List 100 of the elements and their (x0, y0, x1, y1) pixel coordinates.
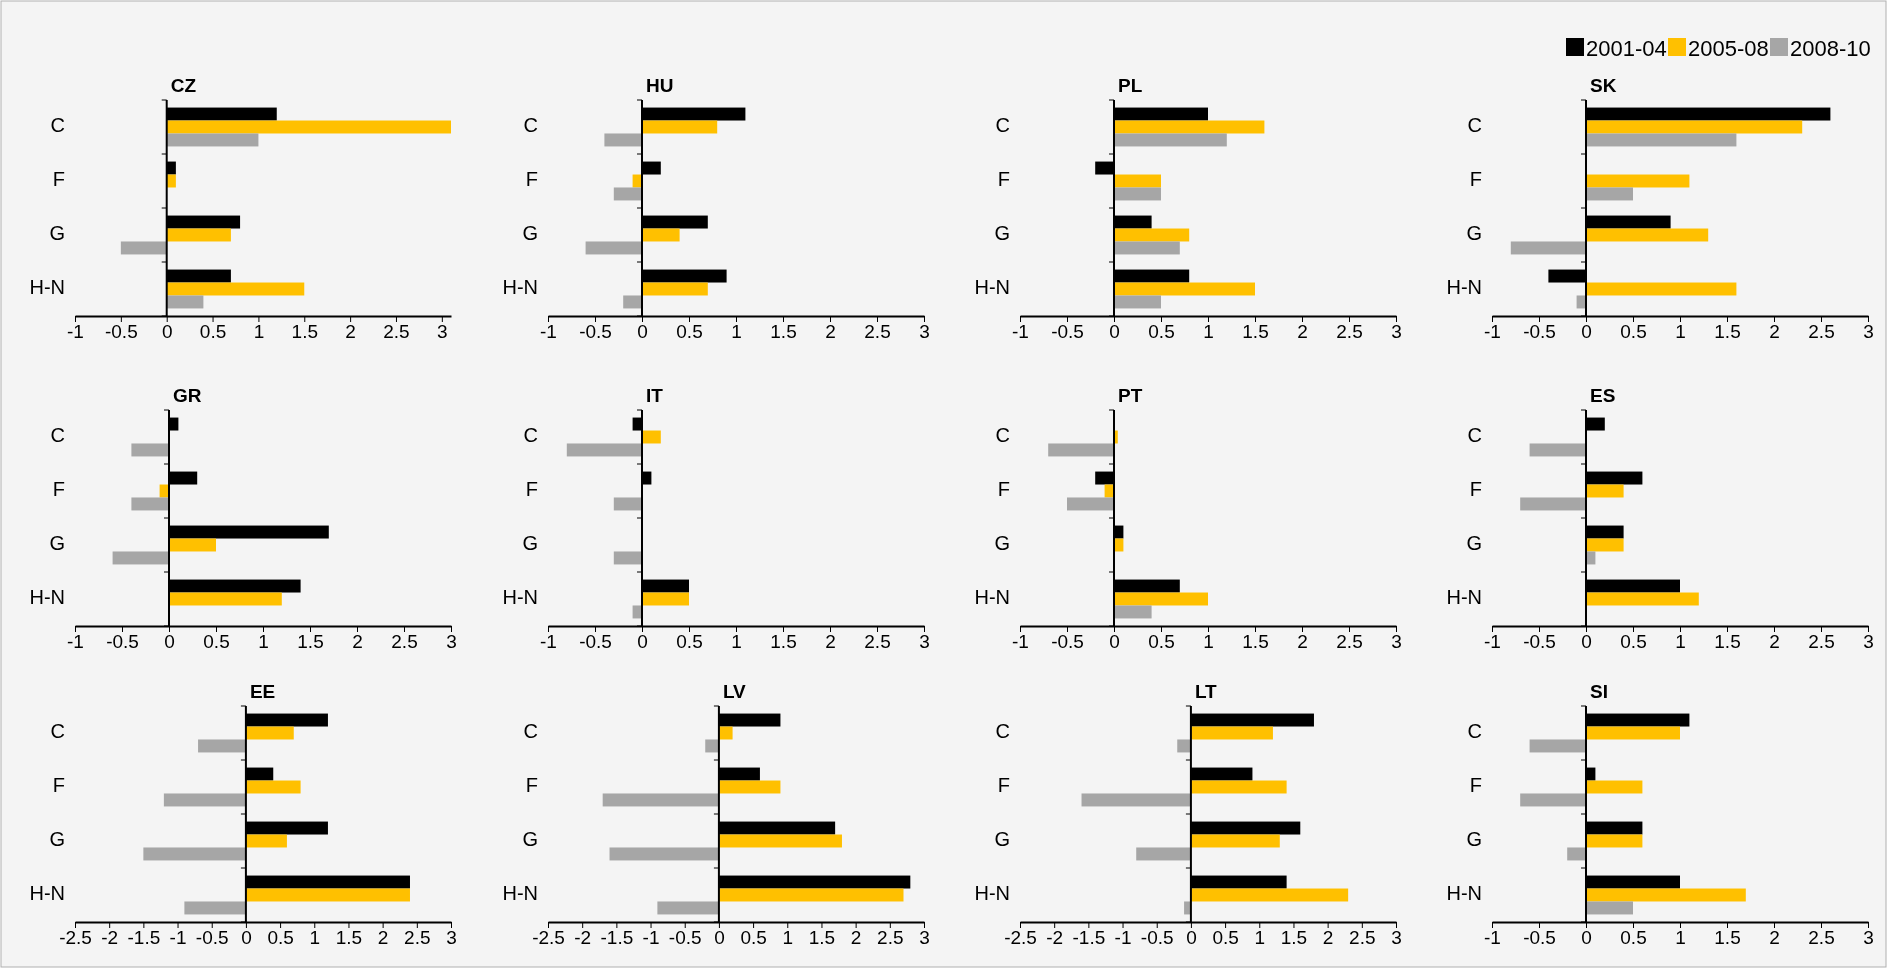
bar (609, 847, 719, 861)
x-tick-label: 2.5 (1349, 927, 1376, 949)
y-tick-label: G (1466, 532, 1482, 555)
y-tick-label: C (50, 720, 65, 743)
chart-title: SK (1590, 75, 1617, 96)
x-tick-label: 2.5 (864, 321, 891, 343)
bar (166, 228, 231, 242)
chart-title: GR (173, 385, 202, 406)
bar (1586, 538, 1624, 552)
x-tick-label: 1 (1203, 321, 1214, 343)
y-tick-label: H-N (1446, 276, 1482, 299)
x-tick-label: -1 (1114, 927, 1132, 949)
x-tick-label: -1 (67, 631, 84, 653)
y-tick-label: H-N (1446, 586, 1482, 609)
chart-title: PL (1118, 75, 1143, 96)
x-tick-label: 0 (1109, 321, 1120, 343)
bar (1190, 834, 1280, 848)
y-tick-label: G (522, 532, 538, 555)
x-tick-label: 0 (637, 321, 648, 343)
x-tick-label: -0.5 (1051, 321, 1084, 343)
y-tick-label: C (995, 114, 1010, 137)
x-tick-label: 0.5 (267, 927, 294, 949)
x-tick-label: 3 (1391, 631, 1402, 653)
x-tick-label: 2.5 (404, 927, 431, 949)
y-tick-label: F (1469, 774, 1482, 797)
x-tick-label: 0.5 (203, 631, 230, 653)
x-tick-label: 1 (731, 321, 742, 343)
x-tick-label: 3 (437, 321, 448, 343)
x-tick-label: 2.5 (877, 927, 904, 949)
bar (1067, 497, 1114, 511)
x-tick-label: 1.5 (291, 321, 318, 343)
bar (718, 834, 842, 848)
x-tick-label: 2.5 (1336, 321, 1363, 343)
x-tick-label: -2.5 (59, 927, 92, 949)
x-tick-label: 0 (1581, 321, 1592, 343)
x-tick-label: -2 (574, 927, 592, 949)
bar (1586, 780, 1643, 794)
x-tick-label: 0.5 (1620, 927, 1647, 949)
y-tick-label: F (525, 774, 538, 797)
x-tick-label: 2.5 (1808, 927, 1835, 949)
x-tick-label: 0.5 (1148, 631, 1175, 653)
bar (166, 133, 259, 147)
x-tick-label: -1.5 (127, 927, 161, 949)
x-tick-label: 3 (1863, 631, 1874, 653)
x-tick-label: 2 (1322, 927, 1334, 949)
y-tick-label: H-N (502, 882, 538, 905)
chart-title: EE (249, 681, 276, 702)
x-tick-label: 2 (1297, 321, 1308, 343)
x-tick-label: -0.5 (1523, 927, 1556, 949)
bar (1114, 282, 1255, 296)
bar (1136, 847, 1191, 861)
chart-title: SI (1590, 681, 1608, 702)
y-tick-label: H-N (29, 276, 65, 299)
x-tick-label: 0 (1581, 631, 1592, 653)
x-tick-label: 2.5 (864, 631, 891, 653)
x-tick-label: 0.5 (1620, 631, 1647, 653)
x-tick-label: 2 (825, 321, 836, 343)
bar (166, 295, 204, 309)
x-tick-label: 1.5 (1714, 631, 1741, 653)
y-tick-label: G (994, 222, 1010, 245)
x-tick-label: 0 (1109, 631, 1120, 653)
y-tick-label: C (1467, 424, 1482, 447)
x-tick-label: 1.5 (808, 927, 836, 949)
legend-label: 2001-04 (1586, 36, 1667, 61)
y-tick-label: F (525, 168, 538, 191)
x-tick-label: 0 (637, 631, 648, 653)
bar (705, 739, 719, 753)
y-tick-label: C (50, 114, 65, 137)
y-tick-label: H-N (974, 586, 1010, 609)
x-tick-label: 2 (850, 927, 862, 949)
y-tick-label: C (523, 114, 538, 137)
y-tick-label: C (1467, 720, 1482, 743)
x-tick-label: -1 (1012, 321, 1029, 343)
bar (1114, 605, 1152, 619)
bar (613, 497, 642, 511)
x-tick-label: 1 (782, 927, 794, 949)
x-tick-label: 1 (1675, 321, 1686, 343)
y-tick-label: F (997, 168, 1010, 191)
x-tick-label: -1 (1012, 631, 1029, 653)
x-tick-label: -1 (67, 321, 84, 343)
y-tick-label: F (997, 774, 1010, 797)
x-tick-label: -1 (540, 631, 557, 653)
x-tick-label: -0.5 (1523, 631, 1556, 653)
y-tick-label: C (523, 424, 538, 447)
bar (1586, 901, 1633, 915)
bar (1114, 187, 1161, 201)
x-tick-label: -0.5 (1523, 321, 1556, 343)
x-tick-label: -0.5 (1051, 631, 1084, 653)
x-tick-label: 0 (1186, 927, 1197, 949)
x-tick-label: -0.5 (579, 321, 612, 343)
x-tick-label: 0 (714, 927, 725, 949)
x-tick-label: 1.5 (1714, 321, 1741, 343)
bar (1114, 241, 1180, 255)
bar (131, 443, 169, 457)
y-tick-label: C (995, 424, 1010, 447)
x-tick-label: 1 (258, 631, 269, 653)
x-tick-label: 2 (345, 321, 356, 343)
x-tick-label: -2 (101, 927, 119, 949)
bar (1529, 739, 1586, 753)
x-tick-label: 2 (352, 631, 363, 653)
